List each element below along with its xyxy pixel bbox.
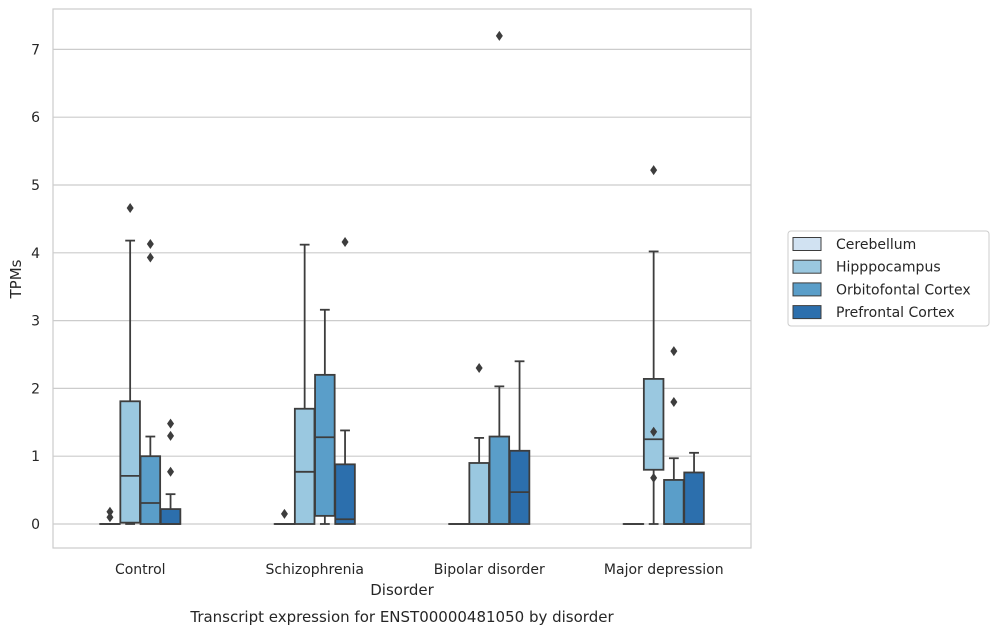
- legend-entry: Cerebellum: [836, 237, 916, 253]
- outlier-point: [670, 346, 678, 357]
- box-iqr: [488, 435, 511, 525]
- legend-items: Cerebellum Hipppocampus Orbitofontal Corte…: [792, 237, 971, 321]
- box-iqr: [642, 378, 665, 471]
- outlier-point: [126, 203, 134, 214]
- outlier-point: [106, 506, 114, 517]
- legend-swatch: [792, 282, 822, 297]
- legend-swatch: [792, 305, 822, 320]
- box-iqr: [468, 462, 490, 525]
- x-tick-label: Schizophrenia: [266, 562, 364, 578]
- y-tick-label: 4: [31, 246, 40, 262]
- y-tick-label: 6: [31, 110, 40, 126]
- outlier-point: [280, 508, 288, 519]
- outlier-point: [146, 238, 154, 249]
- y-tick-label: 5: [31, 178, 40, 194]
- box-hipppocampus: [119, 203, 141, 525]
- box-iqr: [683, 471, 705, 525]
- chart-title: Transcript expression for ENST0000048105…: [189, 608, 614, 626]
- box-iqr: [119, 400, 141, 524]
- box-iqr: [508, 449, 531, 525]
- box-iqr: [663, 479, 685, 525]
- box-cerebellum: [99, 506, 121, 525]
- box-iqr: [334, 463, 356, 525]
- legend-frame: [787, 230, 990, 327]
- box-marks: [99, 30, 705, 525]
- box-iqr: [314, 373, 336, 517]
- box-hipppocampus: [642, 165, 665, 525]
- box-hipppocampus: [468, 363, 490, 525]
- box-cerebellum: [273, 508, 296, 525]
- y-tick-label: 3: [31, 314, 40, 330]
- legend-swatch: [792, 237, 822, 251]
- x-tick-label: Major depression: [604, 562, 724, 578]
- box-iqr: [139, 455, 162, 525]
- outlier-point: [670, 396, 678, 407]
- y-tick-label: 7: [31, 42, 40, 58]
- box-prefrontal-cortex: [683, 451, 705, 525]
- outlier-point: [341, 236, 349, 247]
- outlier-point: [167, 466, 175, 477]
- legend: Cerebellum Hipppocampus Orbitofontal Corte…: [787, 230, 990, 327]
- x-axis-label: Disorder: [370, 581, 434, 599]
- box-orbitofontal-cortex: [663, 346, 685, 525]
- outlier-point: [146, 252, 154, 263]
- y-axis-label: TPMs: [7, 259, 25, 299]
- box-orbitofontal-cortex: [314, 308, 336, 525]
- outlier-point: [167, 430, 175, 441]
- y-tick-labels: 0 1 2 3 4 5 6 7: [31, 42, 40, 533]
- x-tick-label: Control: [115, 562, 166, 578]
- outlier-point: [650, 165, 658, 176]
- box-prefrontal-cortex: [334, 236, 356, 525]
- y-tick-label: 1: [31, 449, 40, 465]
- legend-entry: Hipppocampus: [836, 260, 941, 276]
- legend-swatch: [792, 259, 822, 274]
- outlier-point: [650, 472, 658, 483]
- box-prefrontal-cortex: [159, 418, 182, 525]
- legend-entry: Prefrontal Cortex: [836, 305, 955, 321]
- plot-frame: [52, 8, 752, 549]
- outlier-point: [106, 512, 114, 523]
- grid-lines: [53, 48, 751, 525]
- x-tick-label: Bipolar disorder: [434, 562, 545, 578]
- outlier-point: [167, 418, 175, 429]
- box-prefrontal-cortex: [508, 360, 531, 525]
- outlier-point: [650, 426, 658, 437]
- x-tick-labels: Control Schizophrenia Bipolar disorder Majo…: [115, 562, 724, 578]
- box-iqr: [159, 508, 182, 525]
- y-tick-label: 2: [31, 381, 40, 397]
- legend-entry: Orbitofontal Cortex: [836, 282, 971, 298]
- outlier-point: [475, 363, 483, 374]
- y-tick-label: 0: [31, 517, 40, 533]
- box-iqr: [293, 407, 316, 525]
- box-orbitofontal-cortex: [488, 30, 511, 525]
- box-hipppocampus: [293, 243, 316, 525]
- outlier-point: [495, 30, 503, 41]
- box-orbitofontal-cortex: [139, 238, 162, 525]
